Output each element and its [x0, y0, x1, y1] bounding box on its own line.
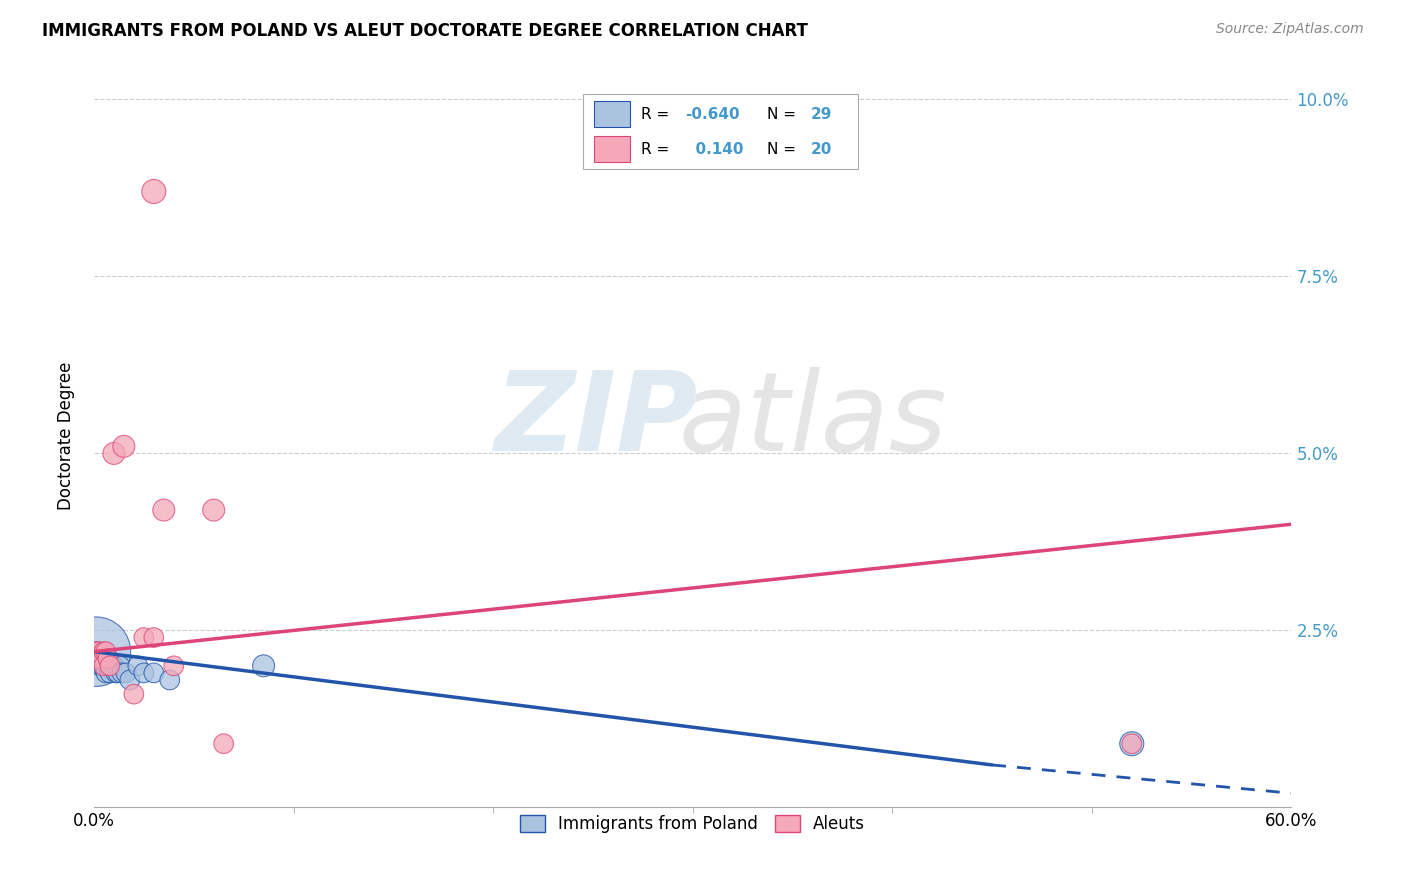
- Y-axis label: Doctorate Degree: Doctorate Degree: [58, 361, 75, 510]
- Point: [103, 658, 125, 673]
- Point: [97, 652, 120, 666]
- Text: N =: N =: [768, 142, 801, 156]
- Point: [212, 737, 235, 751]
- Point: [115, 665, 138, 680]
- Text: atlas: atlas: [678, 368, 946, 475]
- Text: Source: ZipAtlas.com: Source: ZipAtlas.com: [1216, 22, 1364, 37]
- Point: [142, 185, 165, 199]
- Point: [152, 503, 174, 517]
- Point: [108, 658, 131, 673]
- Point: [84, 645, 107, 659]
- Point: [107, 665, 129, 680]
- Point: [97, 658, 120, 673]
- Point: [93, 658, 115, 673]
- Text: N =: N =: [768, 107, 801, 121]
- Point: [97, 652, 120, 666]
- FancyBboxPatch shape: [583, 94, 858, 169]
- Point: [89, 658, 111, 673]
- Point: [103, 446, 125, 460]
- Point: [98, 665, 121, 680]
- Bar: [595, 136, 630, 161]
- Point: [89, 652, 111, 666]
- Legend: Immigrants from Poland, Aleuts: Immigrants from Poland, Aleuts: [513, 808, 872, 840]
- Point: [122, 687, 145, 701]
- Point: [163, 658, 186, 673]
- Point: [112, 439, 135, 453]
- Point: [118, 673, 141, 687]
- Point: [90, 658, 112, 673]
- Bar: [595, 101, 630, 127]
- Point: [94, 665, 117, 680]
- Point: [98, 658, 121, 673]
- Point: [127, 658, 149, 673]
- Point: [1121, 737, 1143, 751]
- Point: [98, 658, 121, 673]
- Text: ZIP: ZIP: [495, 368, 699, 475]
- Point: [159, 673, 181, 687]
- Point: [89, 652, 111, 666]
- Point: [142, 665, 165, 680]
- Point: [142, 631, 165, 645]
- Text: 0.140: 0.140: [685, 142, 744, 156]
- Point: [84, 645, 107, 659]
- Text: 29: 29: [811, 107, 832, 121]
- Point: [87, 645, 110, 659]
- Point: [101, 658, 124, 673]
- Point: [93, 658, 115, 673]
- Point: [252, 658, 274, 673]
- Point: [93, 652, 115, 666]
- Point: [87, 652, 110, 666]
- Point: [132, 665, 155, 680]
- Point: [94, 658, 117, 673]
- Point: [111, 665, 134, 680]
- Text: 20: 20: [811, 142, 832, 156]
- Point: [87, 645, 110, 659]
- Text: R =: R =: [641, 142, 675, 156]
- Point: [94, 645, 117, 659]
- Point: [202, 503, 225, 517]
- Text: IMMIGRANTS FROM POLAND VS ALEUT DOCTORATE DEGREE CORRELATION CHART: IMMIGRANTS FROM POLAND VS ALEUT DOCTORAT…: [42, 22, 808, 40]
- Point: [104, 665, 127, 680]
- Point: [90, 652, 112, 666]
- Text: R =: R =: [641, 107, 675, 121]
- Text: -0.640: -0.640: [685, 107, 740, 121]
- Point: [90, 652, 112, 666]
- Point: [93, 645, 115, 659]
- Point: [132, 631, 155, 645]
- Point: [1121, 737, 1143, 751]
